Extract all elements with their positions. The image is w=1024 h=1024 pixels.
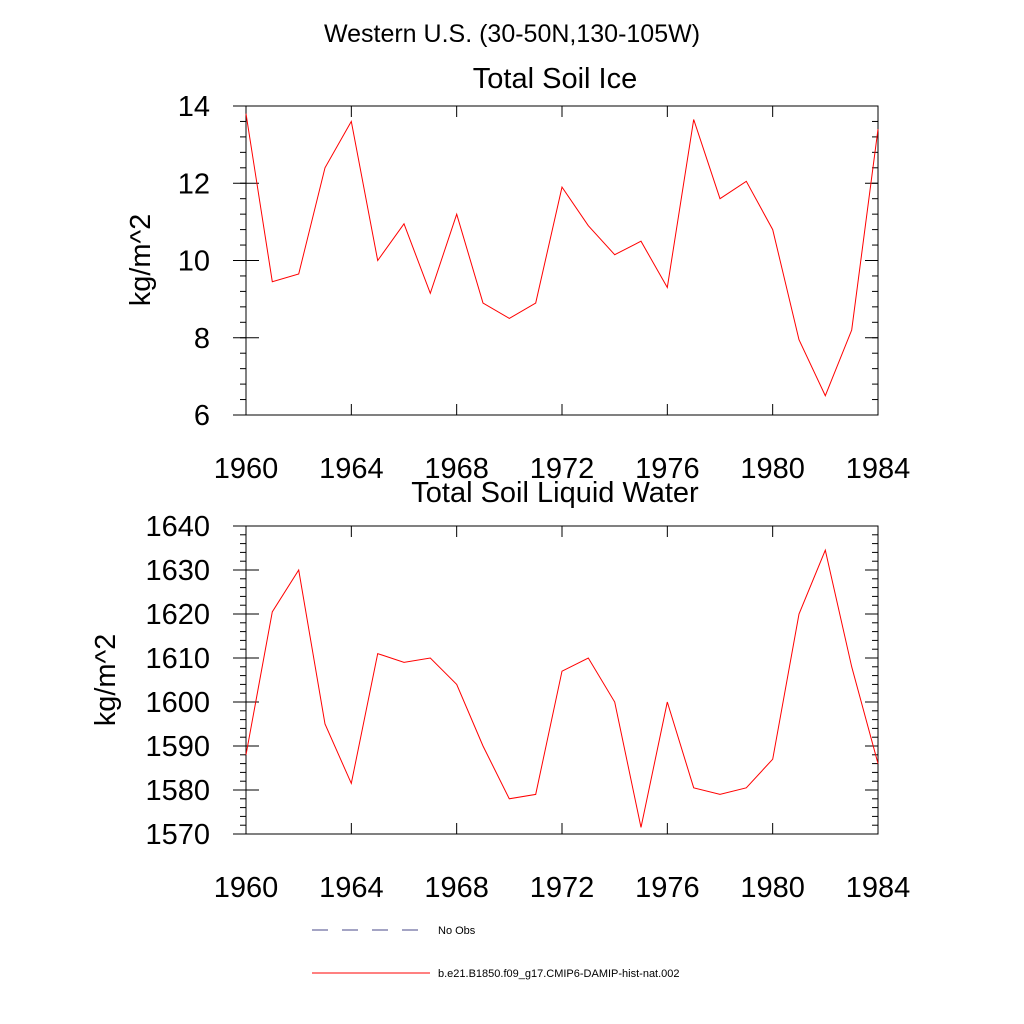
soil-liquid-water-series: [245, 548, 879, 828]
soil-liquid-water-y-tick-label-1590: 1590: [145, 731, 210, 763]
soil-ice-series-line-0: [245, 113, 879, 397]
soil-liquid-water-x-tick-label-1976: 1976: [635, 872, 700, 904]
soil-ice-title: Total Soil Ice: [473, 63, 637, 95]
soil-ice-panel: Total Soil Ice kg/m^2 1960 1964 1968 1972 19…: [125, 63, 910, 485]
soil-liquid-water-y-tick-label-1610: 1610: [145, 643, 210, 675]
soil-liquid-water-y-tick-label-1570: 1570: [145, 819, 210, 851]
soil-ice-y-tick-label-14: 14: [178, 91, 210, 123]
legend: No Obs b.e21.B1850.f09_g17.CMIP6-DAMIP-h…: [312, 925, 680, 980]
soil-ice-y-tick-label-10: 10: [178, 246, 210, 278]
soil-liquid-water-y-tick-label-1640: 1640: [145, 511, 210, 543]
soil-ice-x-tick-label-1984: 1984: [846, 453, 911, 485]
soil-ice-series: [245, 113, 879, 397]
soil-liquid-water-x-tick-label-1964: 1964: [319, 872, 384, 904]
soil-liquid-water-y-tick-label-1620: 1620: [145, 599, 210, 631]
soil-ice-plot-frame: [245, 105, 879, 416]
soil-ice-x-tick-label-1972: 1972: [530, 453, 595, 485]
soil-liquid-water-plot-frame: [245, 525, 879, 835]
soil-liquid-water-y-tick-label-1580: 1580: [145, 775, 210, 807]
soil-liquid-water-x-tick-label-1980: 1980: [740, 872, 805, 904]
soil-liquid-water-x-tick-label-1984: 1984: [846, 872, 911, 904]
soil-liquid-water-title: Total Soil Liquid Water: [411, 477, 699, 509]
soil-ice-x-tick-label-1980: 1980: [740, 453, 805, 485]
soil-liquid-water-y-tick-label-1600: 1600: [145, 687, 210, 719]
soil-ice-y-tick-label-12: 12: [178, 168, 210, 200]
soil-liquid-water-x-tick-label-1968: 1968: [424, 872, 489, 904]
soil-ice-ticks: 1960 1964 1968 1972 1976 1980 1984 6 8 10 12 14: [178, 91, 911, 485]
figure-title: Western U.S. (30-50N,130-105W): [324, 20, 700, 48]
soil-ice-y-tick-label-6: 6: [194, 400, 210, 432]
soil-liquid-water-x-tick-label-1960: 1960: [214, 872, 279, 904]
legend-no-obs-label: No Obs: [438, 925, 476, 937]
soil-liquid-water-y-tick-label-1630: 1630: [145, 555, 210, 587]
soil-ice-x-tick-label-1964: 1964: [319, 453, 384, 485]
soil-ice-x-tick-label-1968: 1968: [424, 453, 489, 485]
legend-model-label: b.e21.B1850.f09_g17.CMIP6-DAMIP-hist-nat…: [438, 968, 680, 980]
soil-ice-y-tick-label-8: 8: [194, 323, 210, 355]
soil-liquid-water-ticks: 1960 1964 1968 1972 1976 1980 1984 1570 1580 1590…: [145, 511, 910, 904]
soil-liquid-water-x-tick-label-1972: 1972: [530, 872, 595, 904]
soil-ice-x-tick-label-1960: 1960: [214, 453, 279, 485]
soil-ice-x-tick-label-1976: 1976: [635, 453, 700, 485]
soil-ice-y-axis-label: kg/m^2: [125, 214, 157, 307]
soil-liquid-water-y-axis-label: kg/m^2: [90, 634, 122, 727]
soil-liquid-water-panel: Total Soil Liquid Water kg/m^2 1960 1964 1…: [90, 477, 910, 904]
soil-liquid-water-series-line-0: [245, 548, 879, 828]
